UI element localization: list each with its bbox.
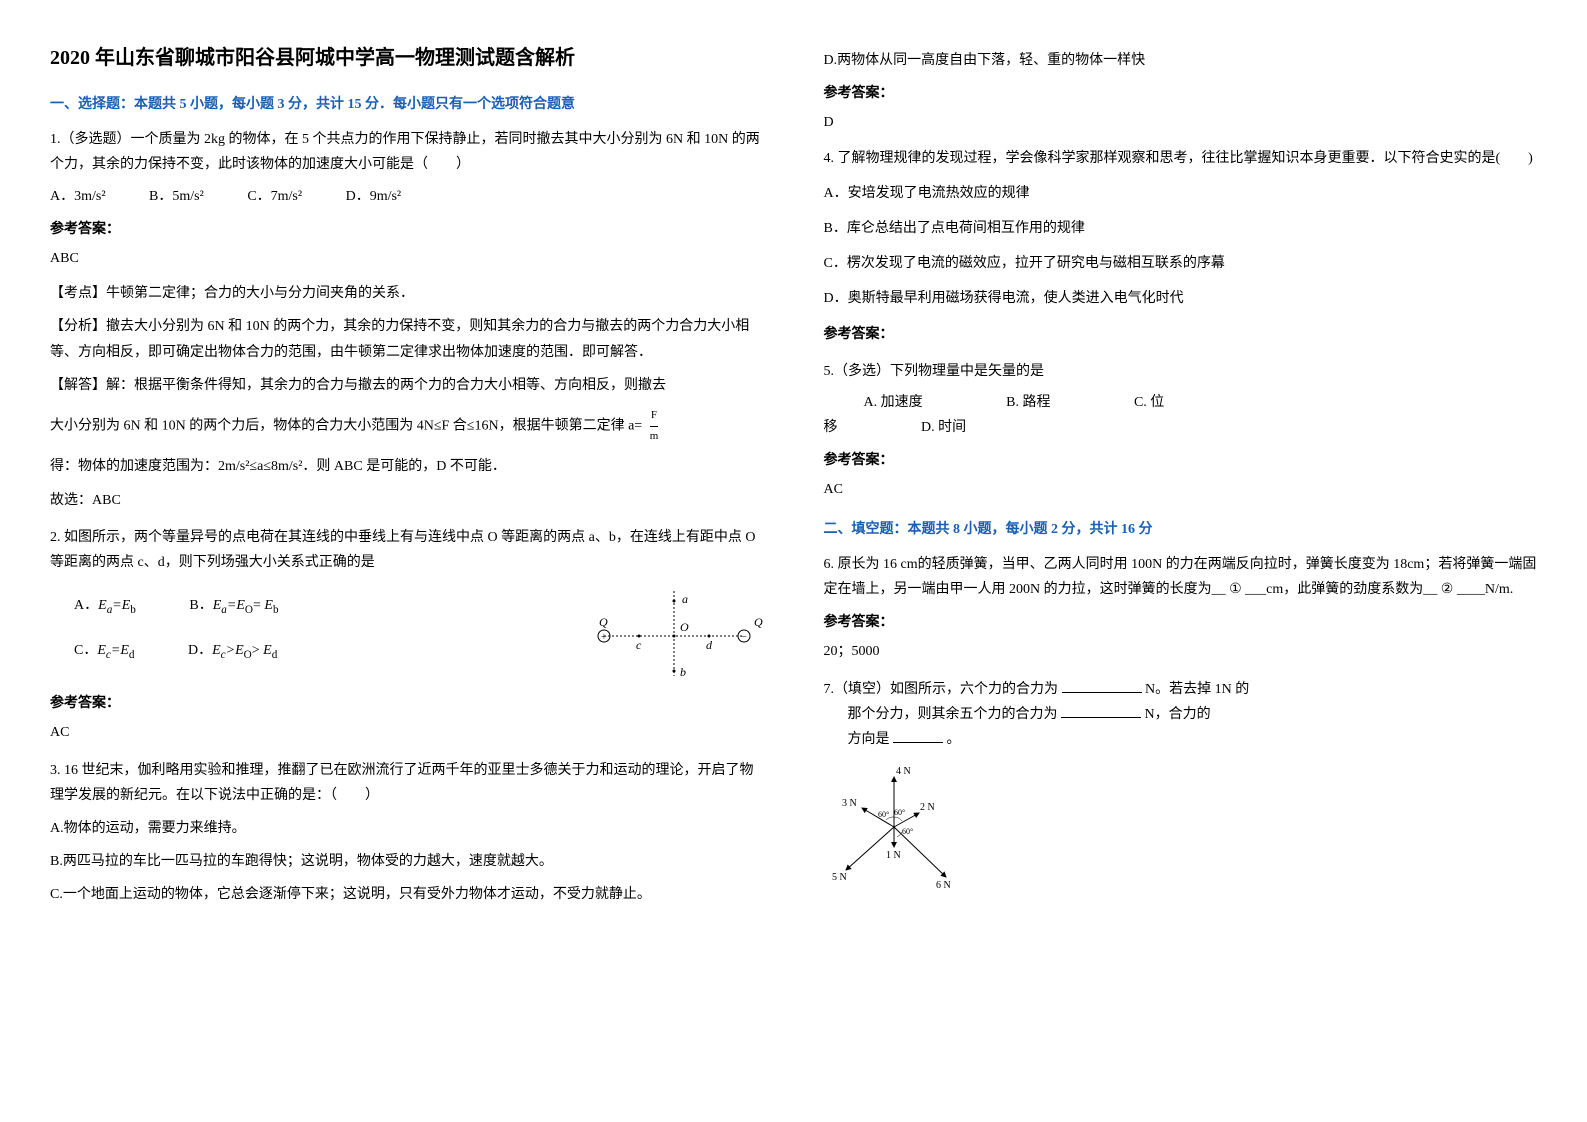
q2-answer: AC [50, 720, 764, 745]
left-column: 2020 年山东省聊城市阳谷县阿城中学高一物理测试题含解析 一、选择题：本题共 … [50, 40, 764, 919]
q5-options-row2: 移 D. 时间 [824, 415, 1538, 440]
svg-text:−: − [741, 632, 747, 643]
q5-answer: AC [824, 477, 1538, 502]
section1-header: 一、选择题：本题共 5 小题，每小题 3 分，共计 15 分．每小题只有一个选项… [50, 92, 764, 117]
question-3: 3. 16 世纪末，伽利略用实验和推理，推翻了已在欧洲流行了近两千年的亚里士多德… [50, 758, 764, 908]
q5-optc: C. 位 [1134, 390, 1164, 415]
q2-text: 2. 如图所示，两个等量异号的点电荷在其连线的中垂线上有与连线中点 O 等距离的… [50, 525, 764, 575]
svg-text:4 N: 4 N [896, 766, 911, 777]
q1-optc: C．7m/s² [247, 184, 302, 209]
svg-text:6 N: 6 N [936, 880, 951, 891]
svg-text:60°: 60° [902, 827, 913, 836]
q4-optb: B．库仑总结出了点电荷间相互作用的规律 [824, 216, 1538, 241]
q5-opta: A. 加速度 [864, 390, 923, 415]
q7-diagram: 4 N 1 N 3 N 2 N 5 N 6 N 60° 60° 60° [824, 762, 964, 892]
svg-text:1 N: 1 N [886, 850, 901, 861]
svg-text:c: c [636, 638, 642, 652]
question-1: 1.（多选题）一个质量为 2kg 的物体，在 5 个共点力的作用下保持静止，若同… [50, 127, 764, 513]
q1-optd: D．9m/s² [346, 184, 402, 209]
q2-answer-label: 参考答案： [50, 691, 764, 716]
q4-optc: C．楞次发现了电流的磁效应，拉开了研究电与磁相互联系的序幕 [824, 251, 1538, 276]
q7-blank3 [893, 729, 943, 743]
q6-text: 6. 原长为 16 cm的轻质弹簧，当甲、乙两人同时用 100N 的力在两端反向… [824, 552, 1538, 602]
q1-analysis4: 大小分别为 6N 和 10N 的两个力后，物体的合力大小范围为 4N≤F 合≤1… [50, 406, 764, 447]
q7-line3: 方向是 。 [848, 727, 1538, 752]
right-column: D.两物体从同一高度自由下落，轻、重的物体一样快 参考答案： D 4. 了解物理… [824, 40, 1538, 919]
svg-text:O: O [680, 620, 689, 634]
q3-optc: C.一个地面上运动的物体，它总会逐渐停下来；这说明，只有受外力物体才运动，不受力… [50, 882, 764, 907]
svg-text:5 N: 5 N [832, 872, 847, 883]
q6-answer: 20；5000 [824, 639, 1538, 664]
q1-analysis5: 得：物体的加速度范围为：2m/s²≤a≤8m/s²．则 ABC 是可能的，D 不… [50, 454, 764, 479]
svg-text:2 N: 2 N [920, 802, 935, 813]
q1-optb: B．5m/s² [149, 184, 204, 209]
q3-optd: D.两物体从同一高度自由下落，轻、重的物体一样快 [824, 48, 1538, 73]
q7-line2: 那个分力，则其余五个力的合力为 N，合力的 [848, 702, 1538, 727]
q1-answer-label: 参考答案： [50, 217, 764, 242]
svg-text:60°: 60° [878, 810, 889, 819]
q5-optc2: 移 [824, 420, 838, 435]
q5-answer-label: 参考答案： [824, 448, 1538, 473]
q1-analysis1: 【考点】牛顿第二定律；合力的大小与分力间夹角的关系． [50, 281, 764, 306]
q3-opta: A.物体的运动，需要力来维持。 [50, 816, 764, 841]
svg-text:+: + [601, 632, 607, 643]
q7-blank2 [1061, 704, 1141, 718]
q4-answer-label: 参考答案： [824, 322, 1538, 347]
q2-optc: C．Ec=Ed [74, 643, 134, 658]
svg-text:Q: Q [599, 615, 608, 629]
q2-opta: A．Ea=Eb [74, 598, 136, 613]
svg-text:60°: 60° [894, 808, 905, 817]
q3-text: 3. 16 世纪末，伽利略用实验和推理，推翻了已在欧洲流行了近两千年的亚里士多德… [50, 758, 764, 808]
q5-options-row1: A. 加速度 B. 路程 C. 位 [864, 390, 1538, 415]
svg-text:a: a [682, 592, 688, 606]
q4-opta: A．安培发现了电流热效应的规律 [824, 181, 1538, 206]
q7-blank1 [1062, 679, 1142, 693]
q7-line1: 7.（填空）如图所示，六个力的合力为 N。若去掉 1N 的 [824, 677, 1538, 702]
q1-opta: A．3m/s² [50, 184, 106, 209]
q2-optb: B．Ea=EO= Eb [189, 598, 278, 613]
q1-options: A．3m/s² B．5m/s² C．7m/s² D．9m/s² [50, 184, 764, 209]
question-4: 4. 了解物理规律的发现过程，学会像科学家那样观察和思考，往往比掌握知识本身更重… [824, 146, 1538, 347]
fraction-icon: F m [650, 406, 659, 447]
q1-analysis2: 【分析】撤去大小分别为 6N 和 10N 的两个力，其余的力保持不变，则知其余力… [50, 314, 764, 364]
q1-answer: ABC [50, 246, 764, 271]
q4-optd: D．奥斯特最早利用磁场获得电流，使人类进入电气化时代 [824, 286, 1538, 311]
question-2: 2. 如图所示，两个等量异号的点电荷在其连线的中垂线上有与连线中点 O 等距离的… [50, 525, 764, 746]
question-5: 5.（多选）下列物理量中是矢量的是 A. 加速度 B. 路程 C. 位 移 D.… [824, 359, 1538, 503]
q6-answer-label: 参考答案： [824, 610, 1538, 635]
section2-header: 二、填空题：本题共 8 小题，每小题 2 分，共计 16 分 [824, 517, 1538, 542]
q5-text: 5.（多选）下列物理量中是矢量的是 [824, 359, 1538, 384]
q1-analysis6: 故选：ABC [50, 488, 764, 513]
q1-analysis3: 【解答】解：根据平衡条件得知，其余力的合力与撤去的两个力的合力大小相等、方向相反… [50, 373, 764, 398]
q3-answer-label: 参考答案： [824, 81, 1538, 106]
question-6: 6. 原长为 16 cm的轻质弹簧，当甲、乙两人同时用 100N 的力在两端反向… [824, 552, 1538, 665]
q5-optd: D. 时间 [921, 420, 966, 435]
q3-optb: B.两匹马拉的车比一匹马拉的车跑得快；这说明，物体受的力越大，速度就越大。 [50, 849, 764, 874]
question-7: 7.（填空）如图所示，六个力的合力为 N。若去掉 1N 的 那个分力，则其余五个… [824, 677, 1538, 902]
q1-text: 1.（多选题）一个质量为 2kg 的物体，在 5 个共点力的作用下保持静止，若同… [50, 127, 764, 177]
svg-text:b: b [680, 665, 686, 679]
q4-text: 4. 了解物理规律的发现过程，学会像科学家那样观察和思考，往往比掌握知识本身更重… [824, 146, 1538, 171]
q2-optd: D．Ec>EO> Ed [188, 643, 277, 658]
q5-optb: B. 路程 [1006, 390, 1050, 415]
document-title: 2020 年山东省聊城市阳谷县阿城中学高一物理测试题含解析 [50, 40, 764, 76]
svg-text:3 N: 3 N [842, 798, 857, 809]
q2-diagram: + Q − Q a O b c d [584, 581, 764, 681]
svg-text:d: d [706, 638, 713, 652]
q3-answer: D [824, 110, 1538, 135]
svg-text:Q: Q [754, 615, 763, 629]
